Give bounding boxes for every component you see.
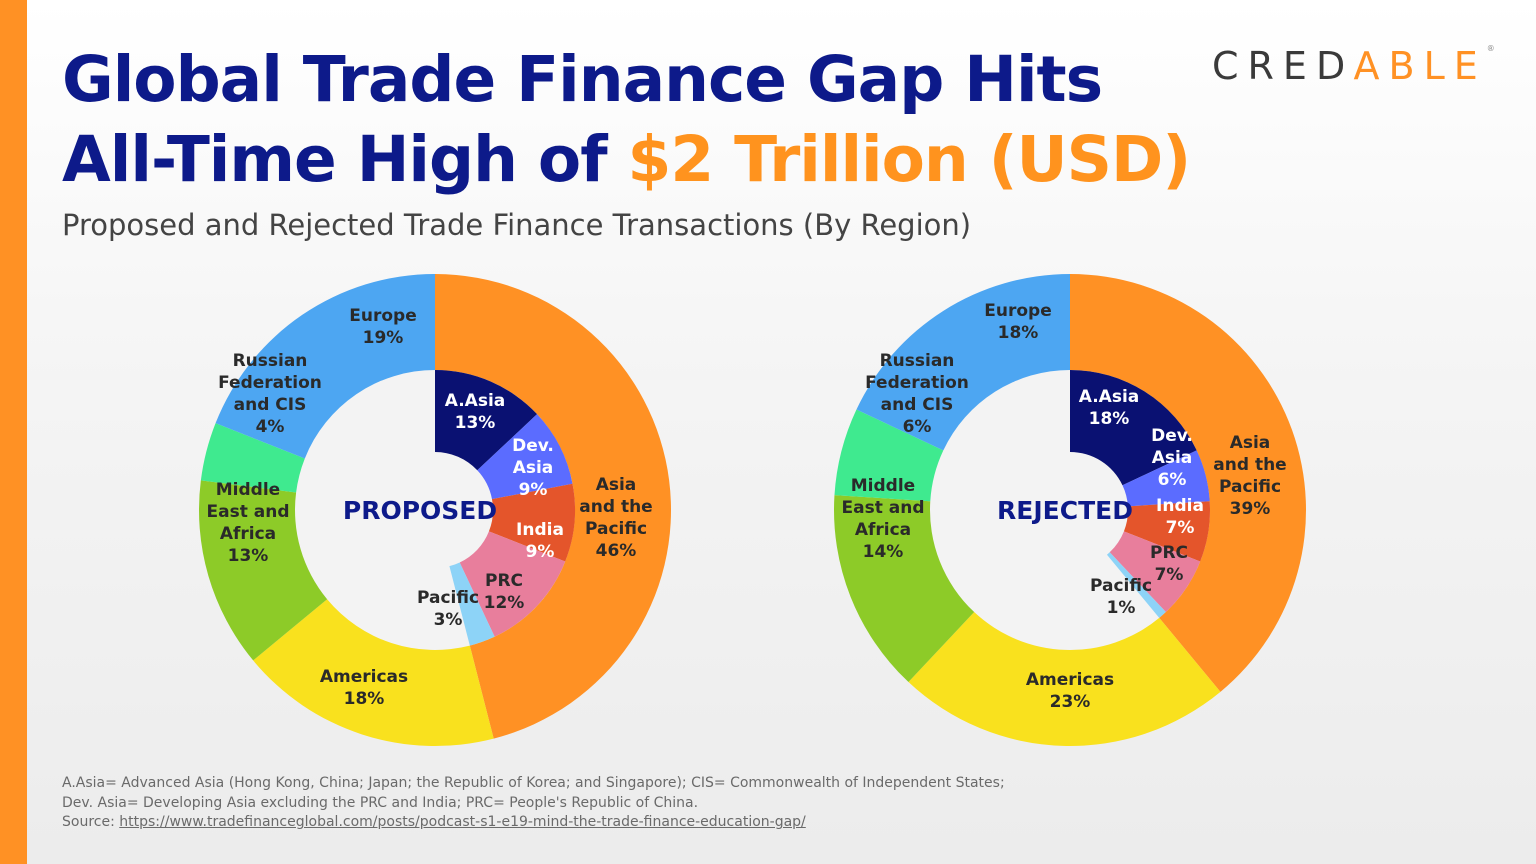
rejected-slice-russian-federation-and-cis [834,409,944,502]
rejected-label-a-asia: A.Asia 18% [1079,387,1140,429]
registered-mark: ® [1486,44,1495,53]
footnote-source: Source: https://www.tradefinanceglobal.c… [62,813,1005,833]
rejected-slice-americas [908,612,1221,747]
rejected-label-europe: Europe 18% [984,301,1051,343]
logo-mark: A [1353,44,1389,88]
rejected-inner-slice-a-asia [1070,370,1197,486]
proposed-inner-slice-prc [459,531,566,637]
proposed-slice-americas [253,599,494,746]
rejected-inner-slice-prc [1109,531,1201,613]
proposed-slice-asia-and-the-pacific [435,274,671,739]
rejected-slice-europe [856,274,1070,451]
credable-logo: CREDABLE® [1212,44,1495,88]
rejected-label-russian-federation-and-cis: Russian Federation and CIS 6% [865,351,969,437]
rejected-inner-slice-india [1123,501,1210,562]
proposed-inner-slice-pacific [449,562,495,646]
page-title: Global Trade Finance Gap Hits All-Time H… [62,40,1192,200]
rejected-center-label: REJECTED [997,496,1133,525]
footnote-line-1: A.Asia= Advanced Asia (Hong Kong, China;… [62,775,1005,791]
rejected-inner-slice-dev-asia [1122,450,1210,507]
source-label: Source: [62,814,120,830]
proposed-center-label: PROPOSED [343,496,497,525]
proposed-label-dev-asia: Dev. Asia 9% [512,436,554,500]
proposed-inner-slice-india [488,483,575,562]
proposed-label-russian-federation-and-cis: Russian Federation and CIS 4% [218,351,322,437]
footnote: A.Asia= Advanced Asia (Hong Kong, China;… [62,774,1005,833]
proposed-label-europe: Europe 19% [349,306,416,348]
rejected-label-prc: PRC 7% [1150,543,1188,585]
proposed-label-india: India 9% [516,520,564,562]
rejected-slice-middle-east-and-africa [833,495,975,683]
source-link[interactable]: https://www.tradefinanceglobal.com/posts… [119,814,806,830]
proposed-label-americas: Americas 18% [320,667,408,709]
footnote-line-2: Dev. Asia= Developing Asia excluding the… [62,794,699,811]
logo-text: CRED [1212,44,1354,88]
proposed-label-prc: PRC 12% [484,571,525,613]
rejected-label-americas: Americas 23% [1026,670,1114,712]
proposed-label-middle-east-and-africa: Middle East and Africa 13% [207,480,290,566]
proposed-inner-slice-dev-asia [477,414,573,500]
rejected-slice-asia-and-the-pacific [1070,274,1306,692]
proposed-slice-europe [215,274,435,459]
proposed-label-asia-and-the-pacific: Asia and the Pacific 46% [579,475,652,561]
proposed-slice-middle-east-and-africa [199,480,328,661]
proposed-inner-slice-a-asia [435,370,538,471]
title-line-2-prefix: All-Time High of [62,123,628,196]
proposed-label-a-asia: A.Asia 13% [445,391,506,433]
proposed-label-pacific: Pacific 3% [417,588,479,630]
rejected-label-asia-and-the-pacific: Asia and the Pacific 39% [1213,433,1286,519]
rejected-label-dev-asia: Dev. Asia 6% [1151,426,1193,490]
accent-stripe [0,0,27,864]
rejected-inner-slice-pacific [1106,552,1166,618]
title-highlight: $2 Trillion (USD) [627,123,1192,196]
rejected-label-india: India 7% [1156,496,1204,538]
subtitle: Proposed and Rejected Trade Finance Tran… [62,208,972,242]
title-line-1: Global Trade Finance Gap Hits [62,43,1103,116]
rejected-label-middle-east-and-africa: Middle East and Africa 14% [842,476,925,562]
logo-text-orange: BLE [1388,44,1487,88]
proposed-slice-russian-federation-and-cis [200,423,305,493]
rejected-label-pacific: Pacific 1% [1090,576,1152,618]
